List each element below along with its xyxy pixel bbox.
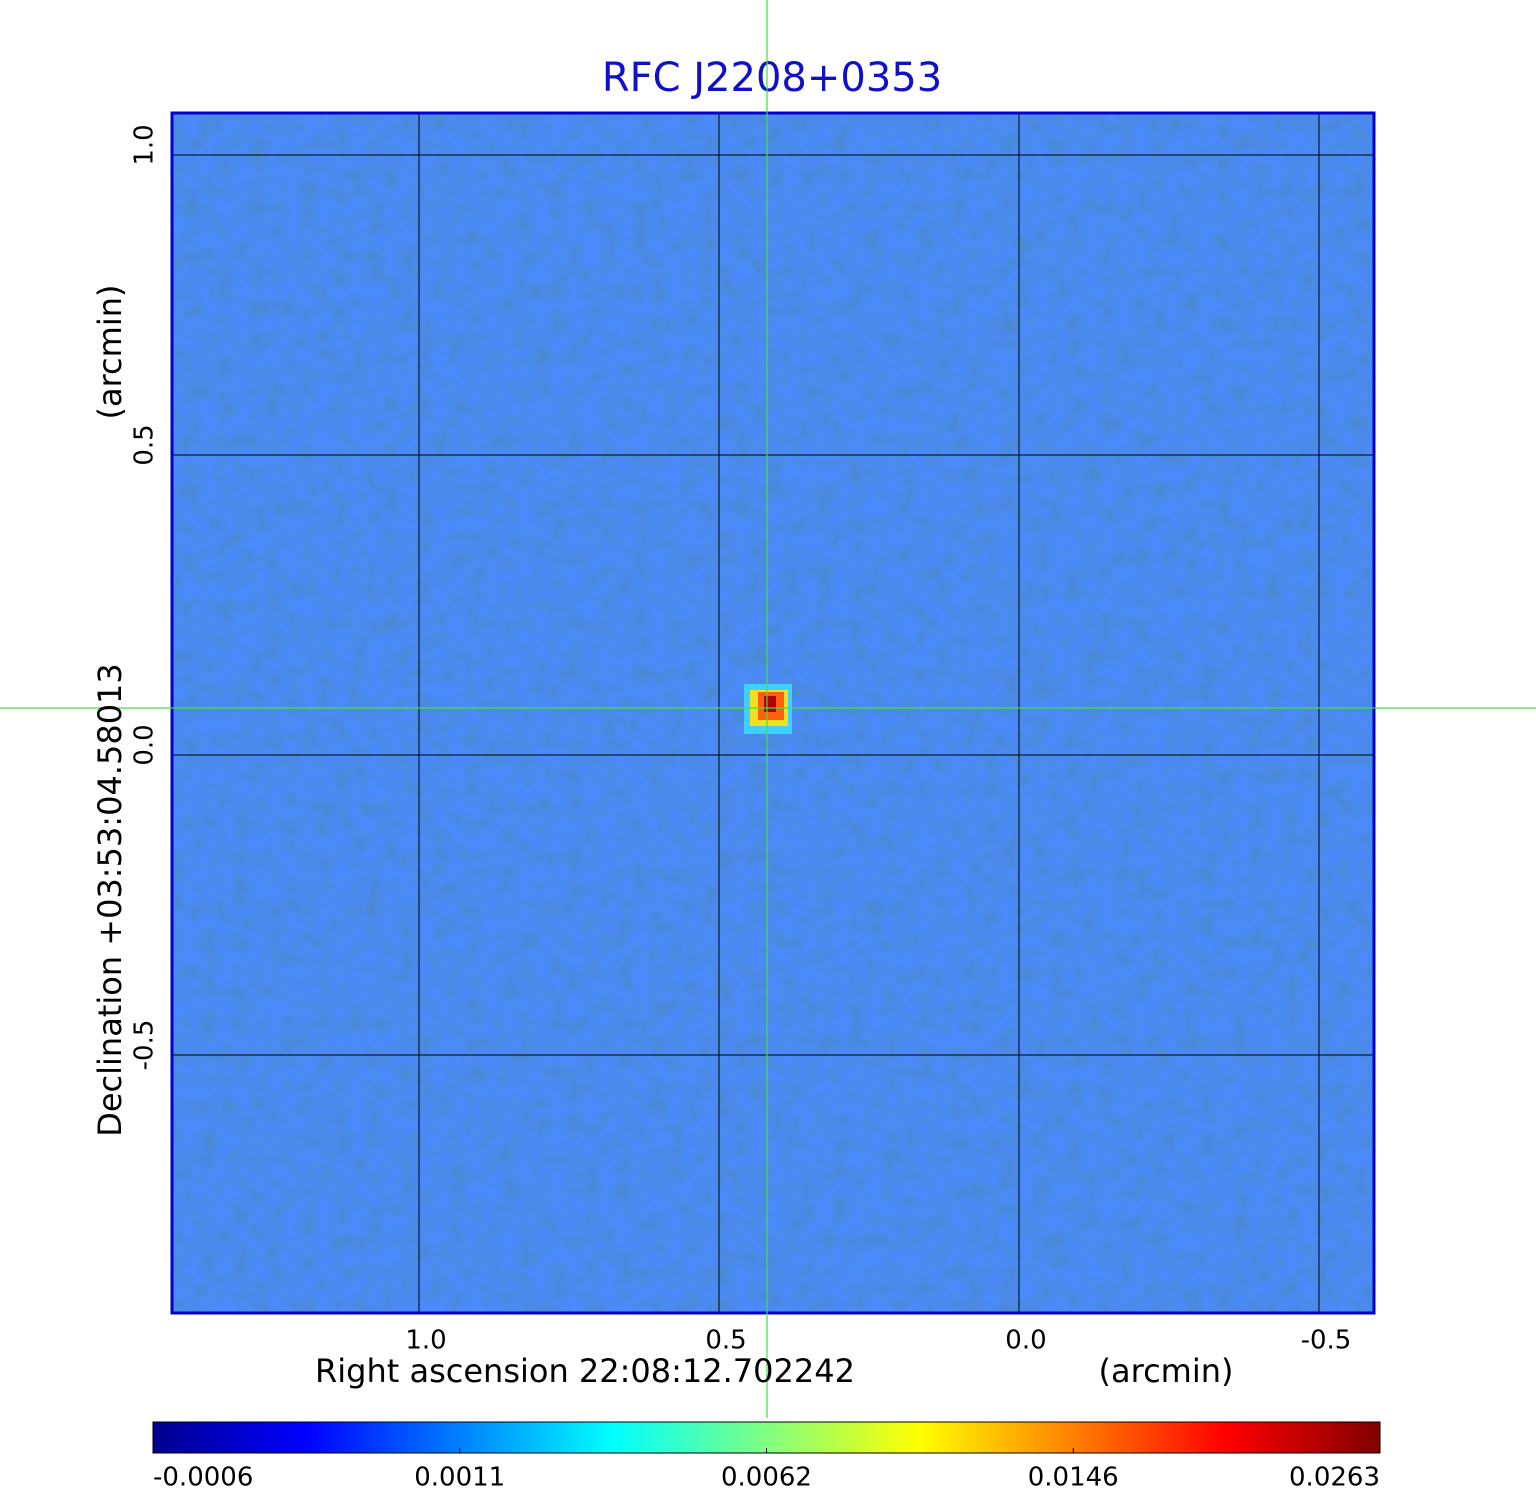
y-tick-label: 0.5 (130, 424, 160, 465)
plot-frame (170, 111, 1376, 1315)
y-axis-label: Declination +03:53:04.58013 (91, 663, 129, 1137)
y-tick-label: -0.5 (130, 1020, 160, 1071)
x-axis-label: Right ascension 22:08:12.702242 (315, 1352, 855, 1390)
x-tick-label: 0.0 (1005, 1326, 1046, 1356)
x-tick-label: 0.5 (705, 1326, 746, 1356)
x-axis-unit: (arcmin) (1099, 1352, 1234, 1390)
x-tick-label: 1.0 (405, 1326, 446, 1356)
y-tick-label: 0.0 (130, 724, 160, 765)
x-tick-label: -0.5 (1301, 1326, 1352, 1356)
colorbar-tick-label: 0.0146 (1028, 1463, 1119, 1493)
colorbar-tick-label: 0.0263 (1289, 1463, 1380, 1493)
colorbar-tick-label: 0.0011 (414, 1463, 505, 1493)
colorbar-tick-label: 0.0062 (721, 1463, 812, 1493)
y-tick-label: 1.0 (130, 124, 160, 165)
y-axis-unit: (arcmin) (91, 285, 129, 420)
colorbar-tick-label: -0.0006 (153, 1463, 253, 1493)
source-peak (764, 696, 776, 712)
grid (172, 113, 1374, 1313)
image (172, 113, 1374, 1313)
chart-title: RFC J2208+0353 (602, 55, 942, 101)
